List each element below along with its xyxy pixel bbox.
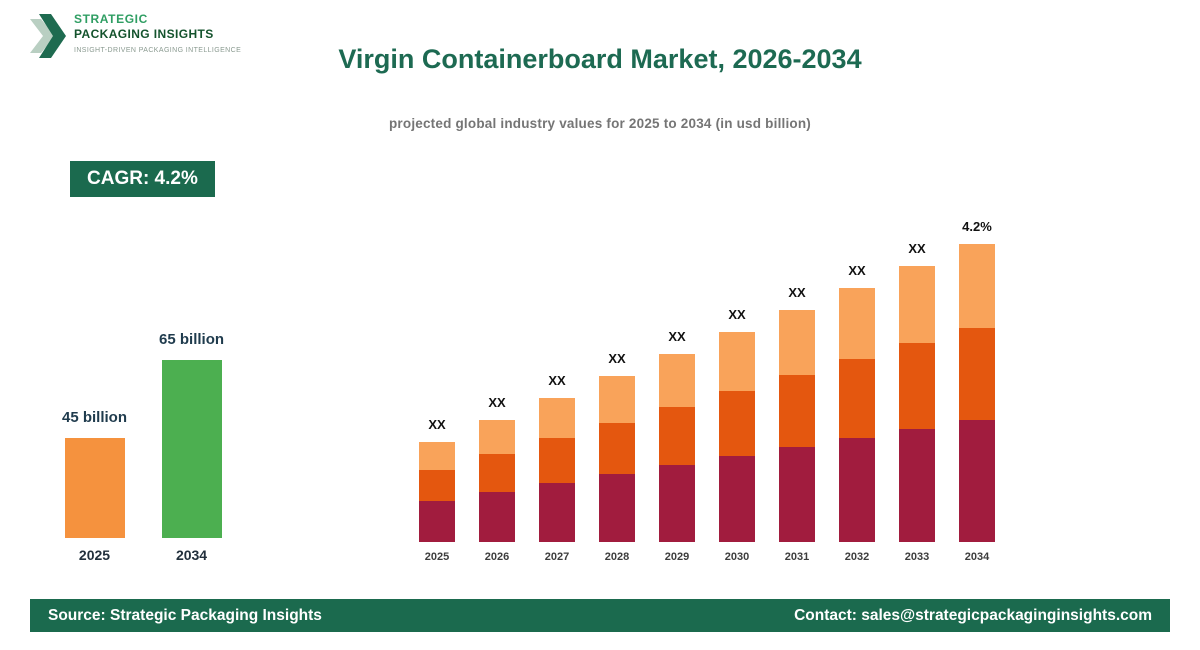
- summary-bar-column-2025: 45 billion 2025: [62, 409, 127, 563]
- segment-middle: [779, 375, 815, 447]
- bar-value-label: XX: [488, 395, 506, 410]
- segment-top: [599, 376, 635, 423]
- summary-bar-value-label: 45 billion: [62, 409, 128, 426]
- segment-middle: [719, 391, 755, 456]
- page-title: Virgin Containerboard Market, 2026-2034: [338, 44, 862, 74]
- bar-column-2033: XX 2033: [887, 241, 947, 563]
- bar-stack-2030: [719, 332, 755, 542]
- segment-top: [899, 266, 935, 343]
- bar-value-label: XX: [428, 417, 446, 432]
- segment-top: [779, 310, 815, 375]
- summary-bar-2034: [161, 360, 222, 538]
- segment-middle: [479, 454, 515, 492]
- summary-bar-value-label: 65 billion: [159, 331, 225, 348]
- bar-year-label: 2026: [484, 551, 510, 563]
- bar-stack-2034: [959, 244, 995, 542]
- bar-stack-2025: [419, 442, 455, 542]
- footer-source: Source: Strategic Packaging Insights: [48, 606, 322, 624]
- page-subtitle: projected global industry values for 202…: [388, 116, 812, 131]
- bar-column-2025: XX 2025: [407, 417, 467, 563]
- segment-bottom: [479, 492, 515, 542]
- logo-chevron-icon: [30, 14, 66, 58]
- bar-column-2026: XX 2026: [467, 395, 527, 563]
- segment-top: [479, 420, 515, 454]
- bar-stack-2031: [779, 310, 815, 542]
- segment-bottom: [539, 483, 575, 542]
- footer-bar: Source: Strategic Packaging Insights Con…: [30, 599, 1170, 632]
- segment-top: [839, 288, 875, 359]
- segment-middle: [959, 328, 995, 420]
- bar-year-label: 2033: [904, 551, 930, 563]
- segment-bottom: [659, 465, 695, 542]
- footer-contact: Contact: sales@strategicpackaginginsight…: [794, 606, 1152, 624]
- bar-value-label: XX: [548, 373, 566, 388]
- bar-value-label: XX: [788, 285, 806, 300]
- bar-year-label: 2028: [604, 551, 630, 563]
- segment-middle: [539, 438, 575, 483]
- segment-bottom: [959, 420, 995, 542]
- logo-line1: STRATEGIC: [74, 12, 148, 26]
- segment-middle: [599, 423, 635, 474]
- segment-top: [959, 244, 995, 328]
- segment-bottom: [899, 429, 935, 542]
- logo-line2: PACKAGING INSIGHTS: [74, 27, 214, 41]
- bar-column-2027: XX 2027: [527, 373, 587, 563]
- bar-value-label: XX: [668, 329, 686, 344]
- summary-bar-year-label: 2034: [175, 547, 208, 563]
- segment-top: [419, 442, 455, 470]
- segment-bottom: [839, 438, 875, 542]
- segment-middle: [839, 359, 875, 438]
- bar-year-label: 2031: [784, 551, 810, 563]
- bar-column-2034: 4.2% 2034: [947, 219, 1007, 563]
- bar-stack-2029: [659, 354, 695, 542]
- bar-year-label: 2025: [424, 551, 450, 563]
- segment-middle: [659, 407, 695, 465]
- bar-year-label: 2030: [724, 551, 750, 563]
- cagr-badge: CAGR: 4.2%: [70, 161, 215, 197]
- bar-year-label: 2029: [664, 551, 690, 563]
- bar-stack-2027: [539, 398, 575, 542]
- logo-tagline: INSIGHT-DRIVEN PACKAGING INTELLIGENCE: [74, 47, 242, 54]
- summary-bar-2025: [64, 438, 125, 538]
- bar-stack-2026: [479, 420, 515, 542]
- bar-column-2031: XX 2031: [767, 285, 827, 563]
- bar-column-2032: XX 2032: [827, 263, 887, 563]
- bar-value-label: XX: [848, 263, 866, 278]
- stacked-bar-chart: XX 2025 XX 2026 XX 2027 XX 2028 XX 2029 XX 2030 XX 20…: [407, 219, 1007, 563]
- segment-bottom: [419, 501, 455, 542]
- segment-middle: [899, 343, 935, 429]
- bar-stack-2033: [899, 266, 935, 542]
- segment-top: [659, 354, 695, 407]
- segment-top: [539, 398, 575, 438]
- bar-year-label: 2034: [964, 551, 990, 563]
- bar-column-2029: XX 2029: [647, 329, 707, 563]
- bar-column-2028: XX 2028: [587, 351, 647, 563]
- logo-text: STRATEGIC PACKAGING INSIGHTS INSIGHT-DRI…: [74, 12, 241, 54]
- summary-bar-chart: 45 billion 2025 65 billion 2034: [62, 331, 224, 563]
- summary-bar-year-label: 2025: [78, 547, 111, 563]
- bar-year-label: 2027: [544, 551, 570, 563]
- segment-bottom: [779, 447, 815, 542]
- segment-middle: [419, 470, 455, 501]
- bar-year-label: 2032: [844, 551, 870, 563]
- segment-bottom: [719, 456, 755, 542]
- segment-bottom: [599, 474, 635, 542]
- bar-value-label: XX: [608, 351, 626, 366]
- bar-stack-2032: [839, 288, 875, 542]
- summary-bar-column-2034: 65 billion 2034: [159, 331, 224, 563]
- bar-stack-2028: [599, 376, 635, 542]
- bar-value-label: XX: [728, 307, 746, 322]
- bar-value-label: 4.2%: [962, 219, 992, 234]
- logo: STRATEGIC PACKAGING INSIGHTS INSIGHT-DRI…: [30, 12, 241, 60]
- bar-value-label: XX: [908, 241, 926, 256]
- segment-top: [719, 332, 755, 391]
- bar-column-2030: XX 2030: [707, 307, 767, 563]
